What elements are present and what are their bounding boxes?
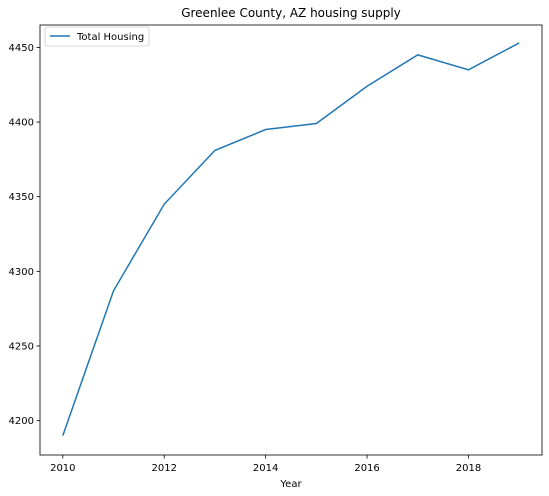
y-tick-label: 4400 <box>9 118 34 129</box>
x-tick-label: 2016 <box>354 463 379 474</box>
legend: Total Housing <box>44 26 150 47</box>
y-tick-label: 4300 <box>9 267 34 278</box>
x-tick-label: 2018 <box>456 463 481 474</box>
y-tick-label: 4200 <box>9 416 34 427</box>
series-line-total-housing <box>62 42 520 436</box>
x-tick-label: 2012 <box>152 463 177 474</box>
y-tick-label: 4450 <box>9 43 34 54</box>
chart-title: Greenlee County, AZ housing supply <box>181 6 401 20</box>
x-axis-label: Year <box>279 479 302 490</box>
legend-box <box>44 26 150 47</box>
y-axis-ticks: 4200 4250 4300 4350 4400 4450 <box>9 43 40 427</box>
x-axis-ticks: 2010 2012 2014 2016 2018 <box>50 455 481 474</box>
plot-frame <box>39 24 543 456</box>
x-tick-label: 2010 <box>50 463 75 474</box>
legend-label: Total Housing <box>76 32 144 43</box>
y-tick-label: 4350 <box>9 192 34 203</box>
plot-area <box>40 25 542 455</box>
y-tick-label: 4250 <box>9 342 34 353</box>
x-tick-label: 2014 <box>253 463 278 474</box>
